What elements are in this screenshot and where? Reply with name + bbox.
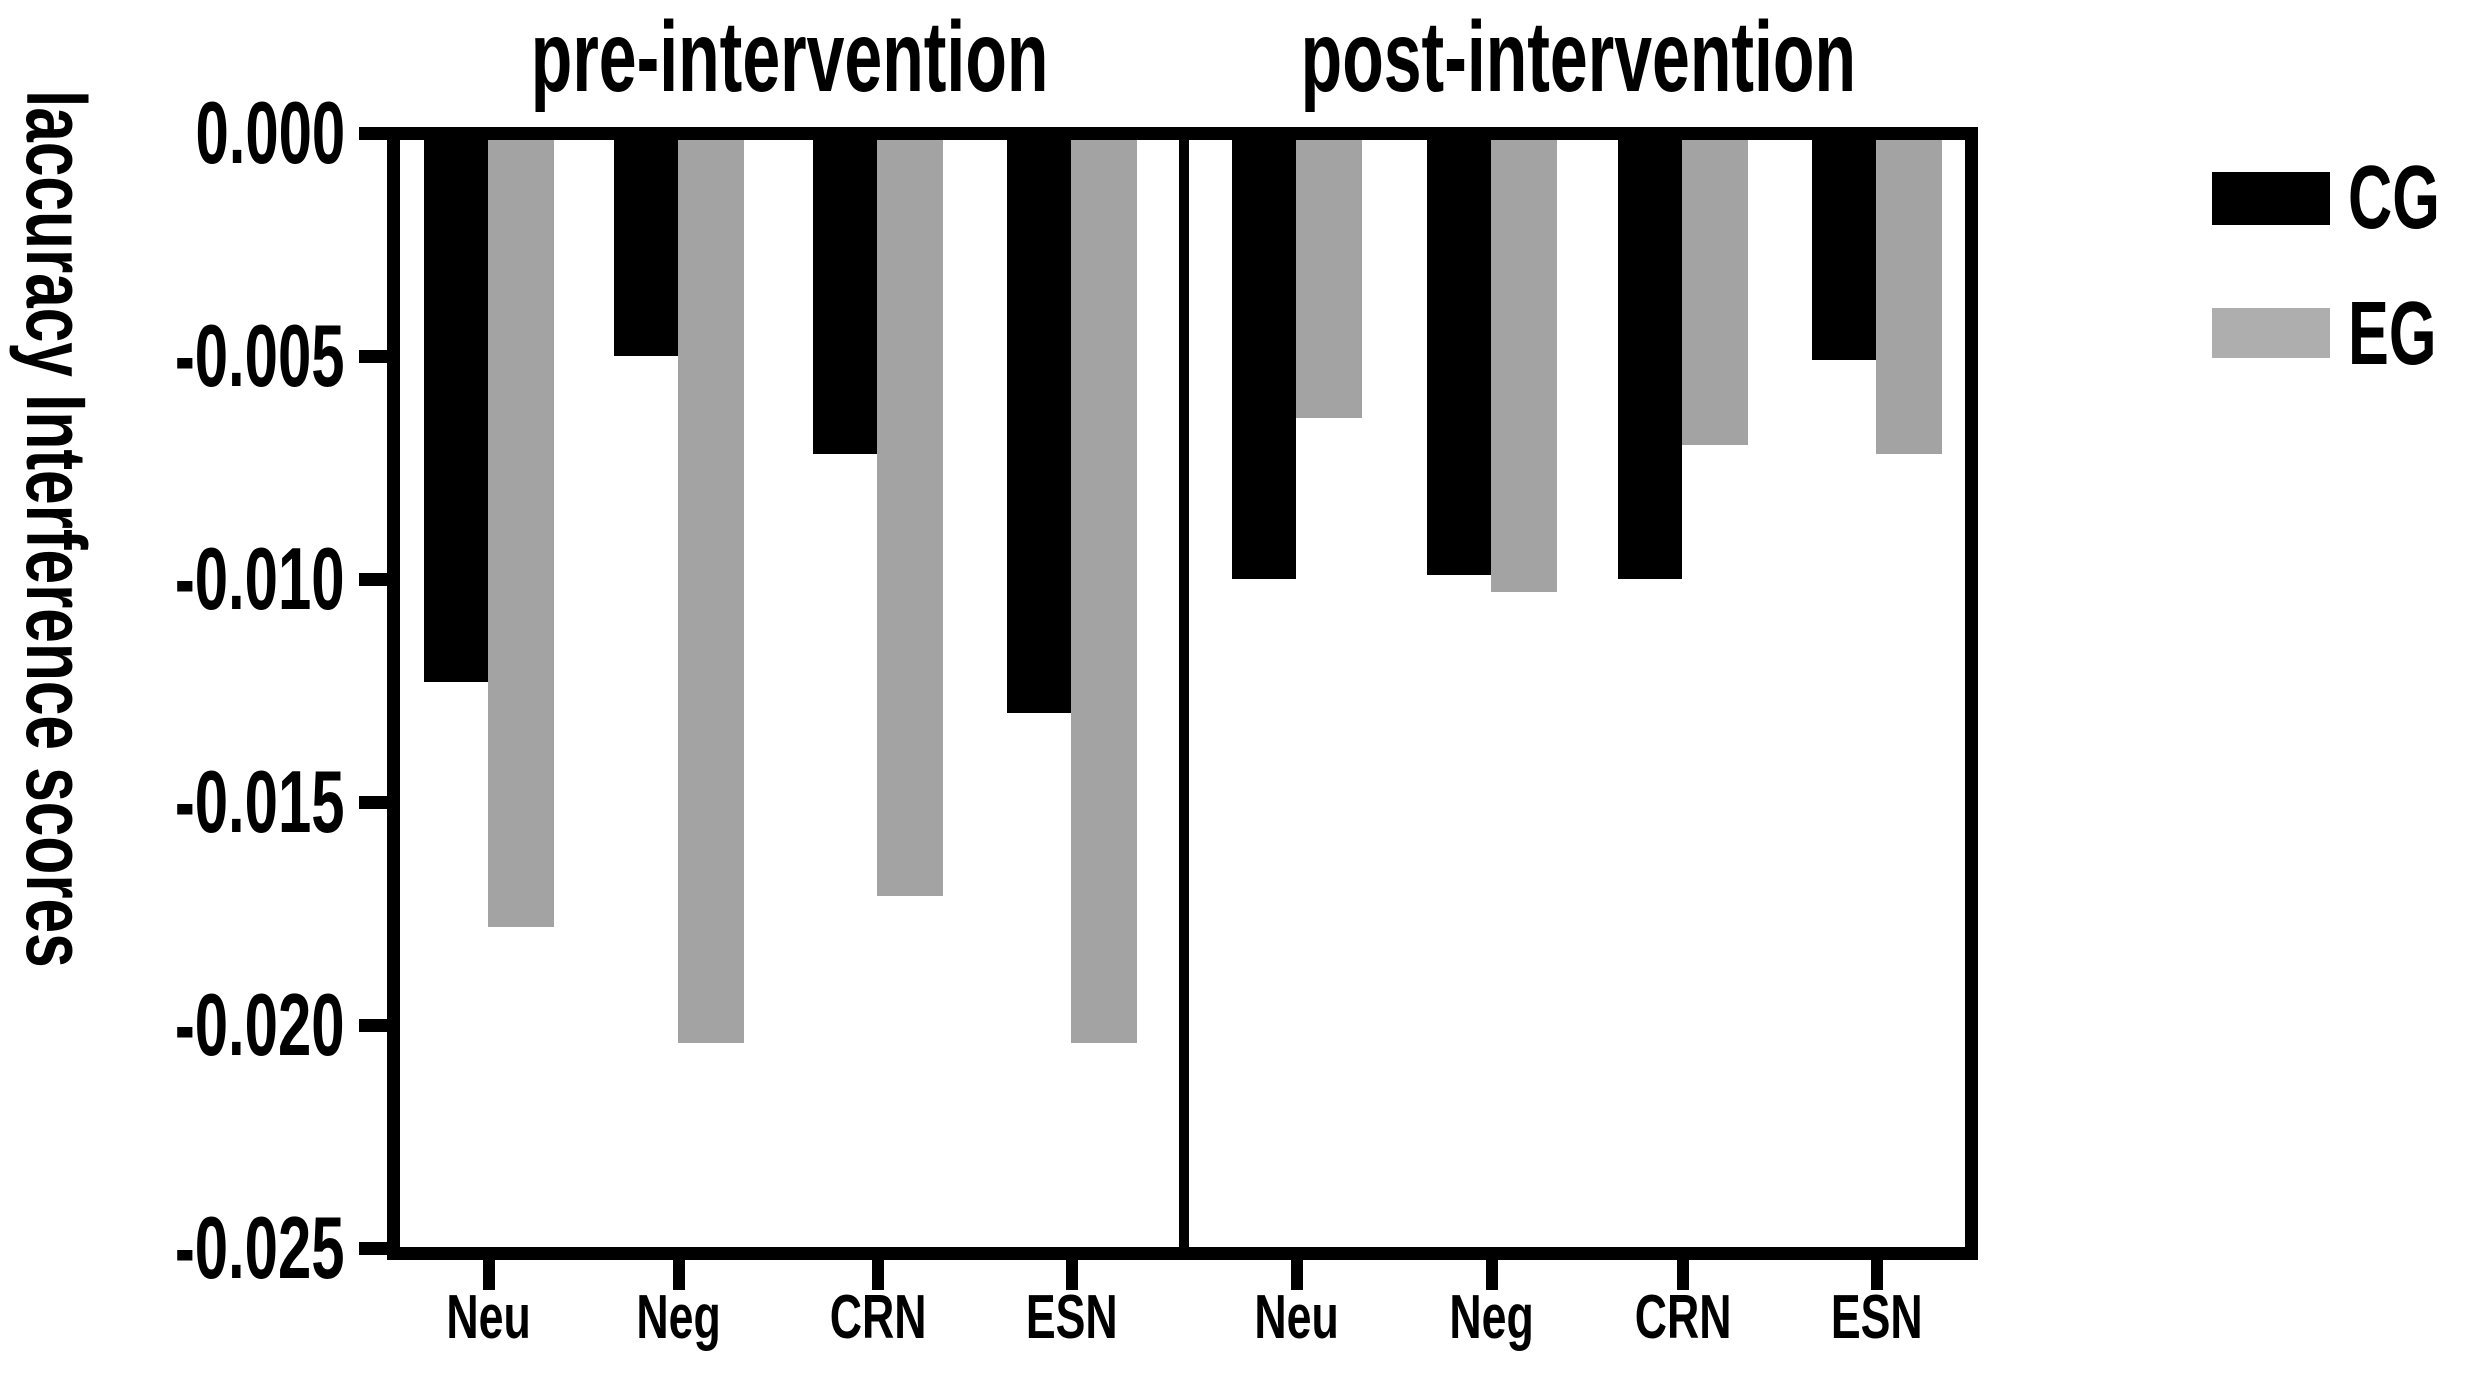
x-tick-pre-crn <box>872 1256 884 1290</box>
bar-post-esn-eg <box>1876 140 1942 454</box>
bar-pre-esn-cg <box>1007 140 1071 713</box>
y-tick-label-5: -0.025 <box>175 1198 345 1297</box>
y-tick-label-2: -0.010 <box>175 529 345 628</box>
bar-post-neg-cg <box>1427 140 1491 575</box>
bar-post-esn-cg <box>1812 140 1876 360</box>
bar-post-neu-cg <box>1232 140 1296 579</box>
x-tick-post-neg <box>1486 1256 1498 1290</box>
bar-pre-crn-eg <box>877 140 943 896</box>
legend-label-eg: EG <box>2348 284 2437 384</box>
bar-pre-neg-eg <box>678 140 744 1043</box>
category-label-pre-neg: Neg <box>636 1283 722 1352</box>
bar-post-neg-eg <box>1491 140 1557 592</box>
bar-post-crn-cg <box>1618 140 1682 579</box>
category-label-post-neg: Neg <box>1449 1283 1535 1352</box>
legend-swatch-eg <box>2212 308 2330 358</box>
plot-border <box>387 127 1978 1260</box>
category-label-pre-crn: CRN <box>829 1283 927 1352</box>
bar-pre-crn-cg <box>813 140 877 454</box>
y-tick-4 <box>359 1019 400 1032</box>
y-tick-2 <box>359 573 400 586</box>
x-tick-pre-esn <box>1066 1256 1078 1290</box>
y-tick-label-4: -0.020 <box>175 975 345 1074</box>
bar-post-crn-eg <box>1682 140 1748 445</box>
bar-pre-neg-cg <box>614 140 678 356</box>
bar-post-neu-eg <box>1296 140 1362 418</box>
panel-divider-line <box>1179 127 1189 1260</box>
y-tick-5 <box>359 1242 400 1255</box>
x-tick-post-neu <box>1291 1256 1303 1290</box>
panel-title-pre: pre-intervention <box>531 1 1049 113</box>
bar-pre-neu-cg <box>424 140 488 682</box>
category-label-post-crn: CRN <box>1634 1283 1732 1352</box>
y-tick-1 <box>359 350 400 363</box>
category-label-pre-neu: Neu <box>446 1283 532 1352</box>
y-tick-0 <box>359 127 400 140</box>
plot-area <box>400 140 1965 1247</box>
bar-pre-esn-eg <box>1071 140 1137 1043</box>
y-tick-3 <box>359 796 400 809</box>
x-tick-pre-neu <box>483 1256 495 1290</box>
x-tick-post-crn <box>1677 1256 1689 1290</box>
legend-label-cg: CG <box>2348 148 2440 248</box>
y-tick-label-1: -0.005 <box>175 306 345 405</box>
y-tick-label-0: 0.000 <box>195 83 345 182</box>
category-label-post-esn: ESN <box>1831 1283 1923 1352</box>
x-tick-post-esn <box>1871 1256 1883 1290</box>
legend-swatch-cg <box>2212 172 2330 225</box>
panel-title-post: post-intervention <box>1300 1 1856 113</box>
bar-pre-neu-eg <box>488 140 554 927</box>
y-tick-label-3: -0.015 <box>175 752 345 851</box>
category-label-pre-esn: ESN <box>1026 1283 1118 1352</box>
category-label-post-neu: Neu <box>1254 1283 1340 1352</box>
x-tick-pre-neg <box>673 1256 685 1290</box>
